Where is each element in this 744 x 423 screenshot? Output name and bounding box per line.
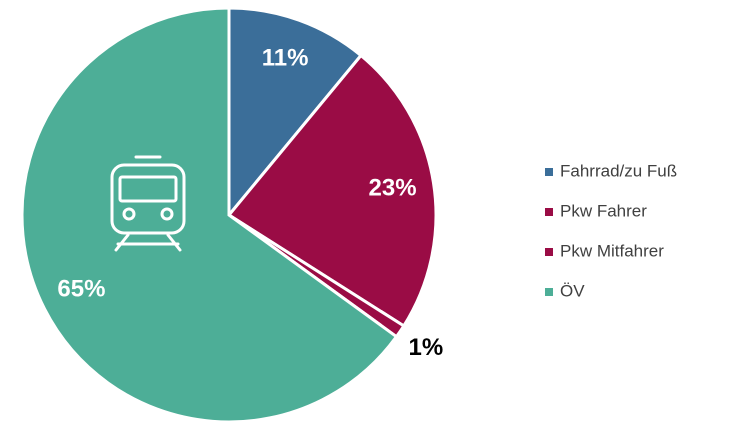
legend-marker <box>545 288 553 296</box>
legend-label: ÖV <box>560 281 585 300</box>
slice <box>227 6 364 220</box>
legend-label: Pkw Mitfahrer <box>560 241 664 260</box>
slice <box>226 53 438 328</box>
data-label: 1% <box>409 334 444 361</box>
labels: 11% 23% 1% 65% <box>57 45 443 362</box>
legend-marker <box>545 248 553 256</box>
legend-marker <box>545 208 553 216</box>
legend-label: Pkw Fahrer <box>560 201 647 220</box>
data-label: 11% <box>262 45 309 72</box>
data-label: 65% <box>57 276 105 303</box>
slices <box>20 6 438 423</box>
legend: Fahrrad/zu Fuß Pkw Fahrer Pkw Mitfahrer ÖV <box>545 161 677 300</box>
data-label: 23% <box>369 174 417 201</box>
slice <box>20 6 399 423</box>
legend-label: Fahrrad/zu Fuß <box>560 161 677 180</box>
legend-marker <box>545 168 553 176</box>
train-icon <box>110 155 186 252</box>
